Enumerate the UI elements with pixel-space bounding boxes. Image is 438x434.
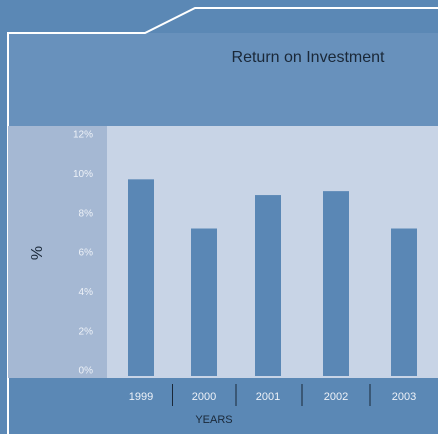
x-tick-label: 2003 (392, 391, 416, 403)
y-tick-label: 4% (79, 287, 94, 298)
bar (191, 228, 217, 376)
x-tick-label: 2000 (192, 391, 216, 403)
x-axis-label: YEARS (195, 414, 232, 426)
x-tick-label: 2001 (256, 391, 280, 403)
axis-band (8, 126, 107, 378)
y-tick-label: 12% (73, 130, 93, 141)
x-tick-label: 2002 (324, 391, 348, 403)
bar (255, 195, 281, 376)
y-tick-label: 0% (79, 366, 94, 377)
header-band (8, 33, 438, 126)
y-tick-label: 10% (73, 169, 93, 180)
bar (128, 179, 154, 376)
x-tick-label: 1999 (129, 391, 153, 403)
bar (323, 191, 349, 376)
y-tick-label: 2% (79, 326, 94, 337)
y-axis-label: % (29, 246, 46, 260)
y-tick-label: 6% (79, 248, 94, 259)
chart-title: Return on Investment (232, 49, 386, 66)
bar (391, 228, 417, 376)
y-tick-label: 8% (79, 208, 94, 219)
